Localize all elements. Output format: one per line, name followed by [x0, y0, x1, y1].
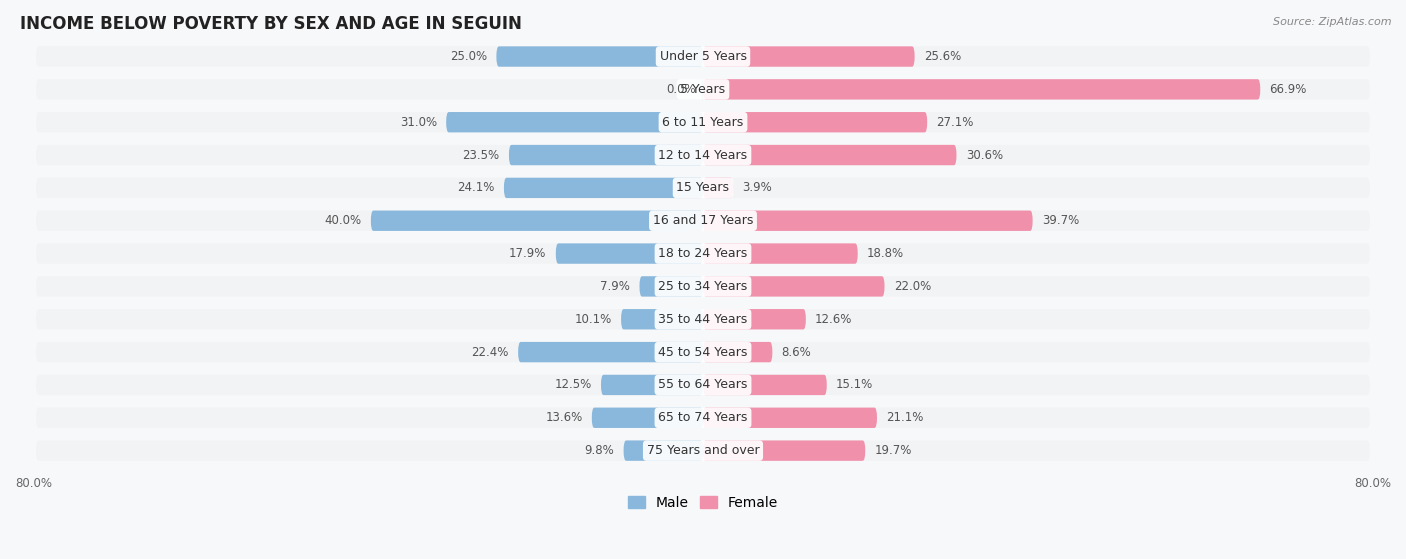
Text: 6 to 11 Years: 6 to 11 Years — [662, 116, 744, 129]
Text: Under 5 Years: Under 5 Years — [659, 50, 747, 63]
Text: 27.1%: 27.1% — [936, 116, 974, 129]
Text: 19.7%: 19.7% — [875, 444, 912, 457]
Text: 8.6%: 8.6% — [782, 345, 811, 358]
FancyBboxPatch shape — [640, 276, 703, 297]
Text: 17.9%: 17.9% — [509, 247, 547, 260]
Text: 66.9%: 66.9% — [1270, 83, 1308, 96]
FancyBboxPatch shape — [37, 342, 1369, 362]
FancyBboxPatch shape — [37, 408, 1369, 428]
Text: 12 to 14 Years: 12 to 14 Years — [658, 149, 748, 162]
Text: 40.0%: 40.0% — [325, 214, 361, 228]
FancyBboxPatch shape — [600, 375, 703, 395]
Text: 35 to 44 Years: 35 to 44 Years — [658, 312, 748, 326]
Text: 15.1%: 15.1% — [837, 378, 873, 391]
FancyBboxPatch shape — [37, 440, 1369, 461]
FancyBboxPatch shape — [703, 440, 865, 461]
Text: 31.0%: 31.0% — [399, 116, 437, 129]
FancyBboxPatch shape — [703, 178, 733, 198]
FancyBboxPatch shape — [703, 79, 1260, 100]
Text: 22.0%: 22.0% — [894, 280, 931, 293]
Text: 65 to 74 Years: 65 to 74 Years — [658, 411, 748, 424]
Legend: Male, Female: Male, Female — [623, 490, 783, 515]
Text: 23.5%: 23.5% — [463, 149, 499, 162]
FancyBboxPatch shape — [496, 46, 703, 67]
Text: 12.6%: 12.6% — [815, 312, 852, 326]
FancyBboxPatch shape — [503, 178, 703, 198]
FancyBboxPatch shape — [37, 46, 1369, 67]
Text: 25.6%: 25.6% — [924, 50, 962, 63]
Text: 16 and 17 Years: 16 and 17 Years — [652, 214, 754, 228]
Text: Source: ZipAtlas.com: Source: ZipAtlas.com — [1274, 17, 1392, 27]
Text: 55 to 64 Years: 55 to 64 Years — [658, 378, 748, 391]
Text: 12.5%: 12.5% — [554, 378, 592, 391]
FancyBboxPatch shape — [37, 276, 1369, 297]
Text: 15 Years: 15 Years — [676, 181, 730, 195]
FancyBboxPatch shape — [37, 375, 1369, 395]
FancyBboxPatch shape — [371, 211, 703, 231]
FancyBboxPatch shape — [703, 408, 877, 428]
FancyBboxPatch shape — [703, 46, 915, 67]
FancyBboxPatch shape — [37, 211, 1369, 231]
Text: 24.1%: 24.1% — [457, 181, 495, 195]
FancyBboxPatch shape — [703, 243, 858, 264]
FancyBboxPatch shape — [703, 145, 956, 165]
FancyBboxPatch shape — [519, 342, 703, 362]
FancyBboxPatch shape — [37, 309, 1369, 329]
Text: 21.1%: 21.1% — [886, 411, 924, 424]
FancyBboxPatch shape — [703, 375, 827, 395]
FancyBboxPatch shape — [703, 309, 806, 329]
FancyBboxPatch shape — [624, 440, 703, 461]
Text: 18 to 24 Years: 18 to 24 Years — [658, 247, 748, 260]
Text: 9.8%: 9.8% — [585, 444, 614, 457]
FancyBboxPatch shape — [592, 408, 703, 428]
FancyBboxPatch shape — [37, 79, 1369, 100]
FancyBboxPatch shape — [37, 178, 1369, 198]
Text: 13.6%: 13.6% — [546, 411, 582, 424]
FancyBboxPatch shape — [509, 145, 703, 165]
FancyBboxPatch shape — [703, 276, 884, 297]
FancyBboxPatch shape — [555, 243, 703, 264]
Text: 39.7%: 39.7% — [1042, 214, 1080, 228]
Text: 7.9%: 7.9% — [600, 280, 630, 293]
FancyBboxPatch shape — [37, 112, 1369, 132]
FancyBboxPatch shape — [621, 309, 703, 329]
FancyBboxPatch shape — [37, 145, 1369, 165]
Text: 18.8%: 18.8% — [868, 247, 904, 260]
Text: 25 to 34 Years: 25 to 34 Years — [658, 280, 748, 293]
FancyBboxPatch shape — [37, 243, 1369, 264]
Text: 0.0%: 0.0% — [666, 83, 696, 96]
FancyBboxPatch shape — [446, 112, 703, 132]
FancyBboxPatch shape — [703, 342, 772, 362]
FancyBboxPatch shape — [703, 211, 1032, 231]
Text: 22.4%: 22.4% — [471, 345, 509, 358]
Text: 10.1%: 10.1% — [575, 312, 612, 326]
Text: INCOME BELOW POVERTY BY SEX AND AGE IN SEGUIN: INCOME BELOW POVERTY BY SEX AND AGE IN S… — [20, 15, 522, 33]
Text: 30.6%: 30.6% — [966, 149, 1002, 162]
Text: 25.0%: 25.0% — [450, 50, 486, 63]
Text: 3.9%: 3.9% — [742, 181, 772, 195]
FancyBboxPatch shape — [703, 112, 927, 132]
Text: 5 Years: 5 Years — [681, 83, 725, 96]
Text: 75 Years and over: 75 Years and over — [647, 444, 759, 457]
Text: 45 to 54 Years: 45 to 54 Years — [658, 345, 748, 358]
